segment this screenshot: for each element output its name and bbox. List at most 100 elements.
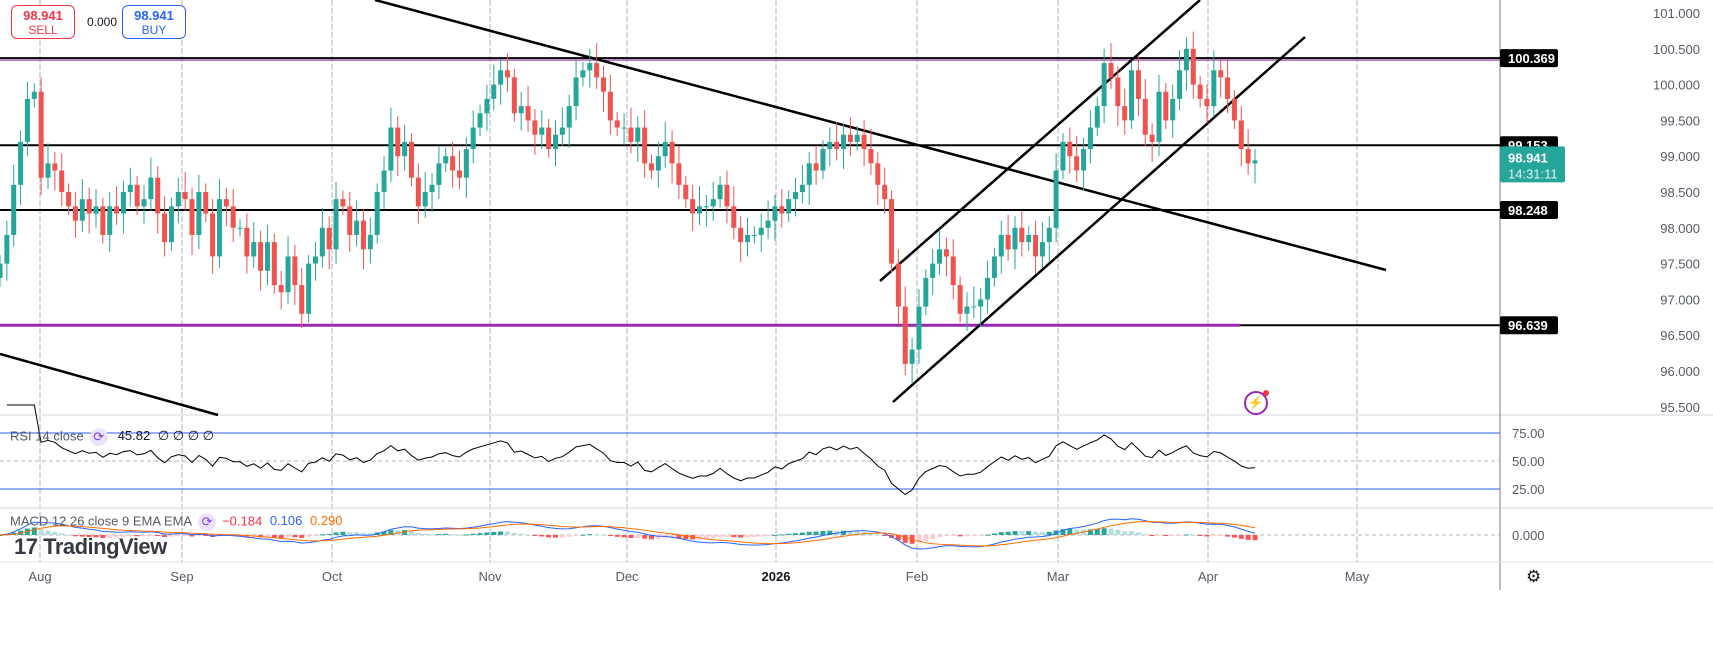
macd-histogram-bar	[292, 535, 298, 538]
candle-body	[841, 134, 847, 150]
macd-histogram-bar	[532, 535, 538, 536]
macd-histogram-bar	[751, 535, 757, 538]
price-tick: 97.000	[1660, 292, 1700, 307]
candle-body	[703, 206, 709, 208]
macd-histogram-bar	[580, 534, 586, 536]
rsi-pane	[0, 404, 1500, 496]
macd-histogram-bar	[587, 534, 593, 536]
macd-histogram-bar	[566, 535, 572, 537]
candle-body	[1026, 234, 1032, 243]
candle-body	[1177, 70, 1183, 99]
candle-body	[72, 206, 78, 221]
candle-body	[1033, 234, 1039, 257]
refresh-icon[interactable]: ⟳	[198, 513, 217, 531]
candle-body	[415, 177, 421, 207]
candle-body	[264, 242, 270, 271]
candle-body	[244, 227, 250, 257]
candle-body	[182, 192, 188, 200]
macd-histogram-bar	[1211, 535, 1217, 537]
candle-body	[216, 199, 222, 257]
refresh-icon[interactable]: ⟳	[89, 428, 108, 446]
price-axis[interactable]: 101.000 100.500 100.000 99.500 99.000 98.500 9…	[1500, 6, 1700, 543]
macd-histogram-bar	[367, 533, 373, 535]
macd-histogram-bar	[793, 533, 799, 535]
time-tick: Sep	[170, 569, 193, 584]
candle-body	[1060, 141, 1066, 171]
candle-body	[1197, 84, 1203, 99]
macd-histogram-bar	[998, 532, 1004, 535]
macd-histogram-bar	[559, 535, 565, 538]
macd-histogram-bar	[38, 529, 44, 535]
price-tick: 97.500	[1660, 257, 1700, 272]
candle-body	[1122, 106, 1128, 121]
candle-body	[354, 220, 360, 235]
candle-body	[1231, 98, 1237, 121]
candle-body	[635, 127, 641, 142]
macd-histogram-bar	[347, 532, 353, 535]
macd-histogram-bar	[937, 535, 943, 538]
flash-icon[interactable]: ⚡	[1244, 390, 1269, 415]
candles	[0, 31, 1258, 384]
candle-body	[875, 163, 881, 185]
candle-body	[1019, 227, 1025, 243]
candle-body	[66, 192, 72, 207]
macd-line	[0, 518, 1256, 550]
macd-histogram-bar	[127, 535, 133, 537]
macd-histogram-bar	[31, 527, 37, 535]
candle-body	[930, 263, 936, 278]
rsi-legend[interactable]: RSI 14 close ⟳ 45.82 ∅ ∅ ∅ ∅	[10, 428, 214, 446]
candle-body	[978, 299, 984, 307]
sell-button[interactable]: 98.941 SELL	[11, 5, 75, 39]
macd-histogram-bar	[1177, 535, 1183, 536]
macd-histogram-bar	[66, 534, 72, 536]
candle-body	[1087, 127, 1093, 150]
lower-downtrend-line[interactable]	[0, 352, 219, 417]
sell-price: 98.941	[23, 8, 63, 23]
candle-body	[738, 227, 744, 243]
macd-histogram-bar	[642, 535, 648, 539]
downtrend-line[interactable]	[374, 0, 1387, 272]
candle-body	[333, 199, 339, 250]
macd-histogram-bar	[930, 535, 936, 540]
macd-legend[interactable]: MACD 12 26 close 9 EMA EMA ⟳ −0.184 0.106 …	[10, 513, 343, 531]
level-price-tag	[1500, 201, 1558, 220]
time-axis[interactable]: Aug Sep Oct Nov Dec 2026 Feb Mar Apr May	[28, 569, 1369, 584]
settings-gear-icon[interactable]: ⚙	[1526, 567, 1542, 586]
macd-histogram-bar	[1005, 531, 1011, 535]
candle-body	[24, 98, 30, 142]
macd-pane	[0, 518, 1500, 550]
macd-histogram-bar	[1115, 529, 1121, 535]
candle-body	[690, 199, 696, 214]
candle-body	[799, 184, 805, 192]
candle-body	[408, 141, 414, 178]
channel-lower-line[interactable]	[892, 36, 1306, 403]
level-price-label: 98.248	[1508, 203, 1548, 218]
candle-body	[18, 141, 24, 185]
current-price: 98.941	[1508, 150, 1548, 165]
candle-body	[957, 285, 963, 314]
macd-histogram-bar	[841, 530, 847, 535]
macd-histogram-bar	[779, 534, 785, 536]
candle-body	[443, 156, 449, 164]
macd-histogram-bar	[203, 535, 209, 536]
macd-histogram-bar	[299, 535, 305, 538]
candle-body	[251, 242, 257, 257]
macd-histogram-bar	[134, 535, 140, 537]
buy-button[interactable]: 98.941 BUY	[122, 5, 186, 39]
candle-body	[580, 70, 586, 78]
macd-histogram-bar	[1122, 531, 1128, 535]
candle-body	[779, 206, 785, 214]
candle-body	[292, 256, 298, 286]
candle-body	[1094, 106, 1100, 128]
trend-lines[interactable]	[0, 0, 1387, 417]
macd-histogram-bar	[326, 533, 332, 535]
candle-body	[347, 206, 353, 235]
candle-body	[813, 163, 819, 171]
channel-upper-line[interactable]	[879, 0, 1201, 282]
candle-body	[107, 206, 113, 235]
macd-histogram-bar	[408, 531, 414, 535]
candle-body	[210, 213, 216, 257]
price-tick: 98.500	[1660, 185, 1700, 200]
sell-label: SELL	[28, 23, 58, 37]
